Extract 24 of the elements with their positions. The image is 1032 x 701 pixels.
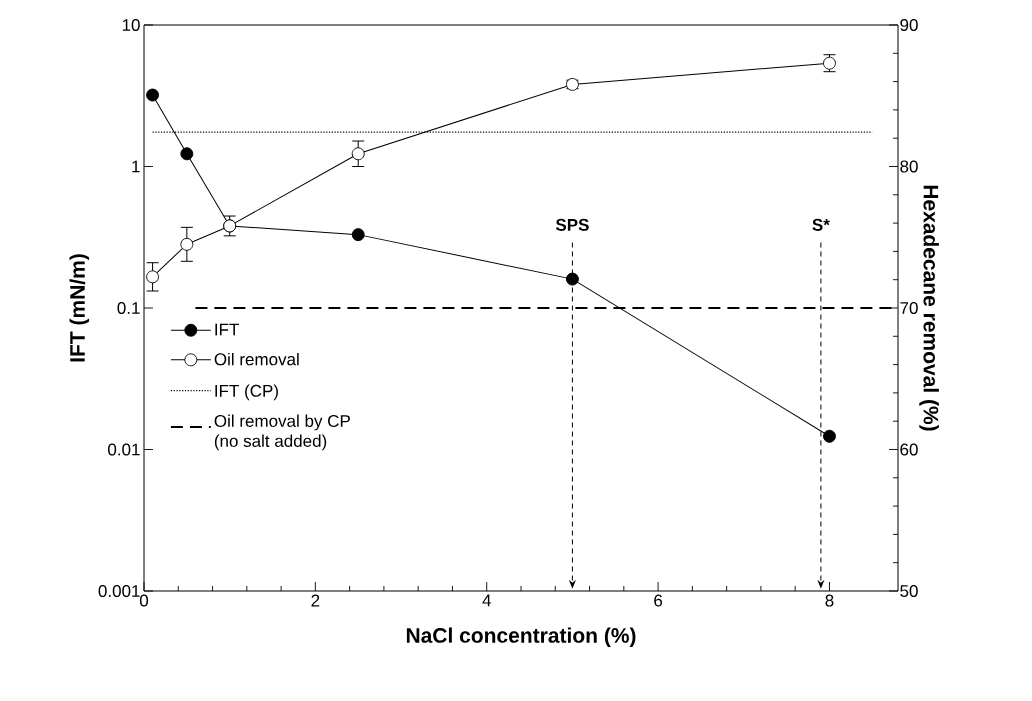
y-tick-label: 0.01 — [108, 443, 140, 456]
x-axis-title: NaCl concentration (%) — [406, 627, 636, 648]
y-tick-label: 10 — [122, 18, 140, 32]
ref-line-label: S* — [812, 218, 830, 231]
y2-axis-title: Hexadecane removal (%) — [919, 185, 939, 431]
y2-tick-label: 90 — [900, 18, 918, 32]
x-tick-label: 8 — [825, 594, 834, 607]
y2-tick-label: 50 — [900, 584, 918, 598]
legend-label: Oil removal — [214, 352, 299, 366]
legend-label: IFT — [215, 323, 239, 336]
y2-tick-label: 80 — [900, 160, 918, 173]
legend-label: IFT (CP) — [215, 384, 278, 401]
y-axis-title: IFT (mN/m) — [69, 254, 90, 362]
y-tick-label: 1 — [132, 160, 140, 173]
y2-tick-label: 60 — [900, 443, 918, 456]
y-tick-label: 0.001 — [98, 584, 140, 598]
ref-line-label: SPS — [555, 218, 589, 231]
y2-tick-label: 70 — [900, 301, 918, 315]
x-tick-label: 0 — [139, 594, 149, 607]
x-tick-label: 2 — [311, 594, 320, 607]
y-tick-label: 0.1 — [117, 301, 140, 315]
legend-label: Oil removal by CP (no salt added) — [214, 414, 350, 451]
x-tick-label: 6 — [654, 594, 663, 607]
x-tick-label: 4 — [482, 594, 491, 607]
